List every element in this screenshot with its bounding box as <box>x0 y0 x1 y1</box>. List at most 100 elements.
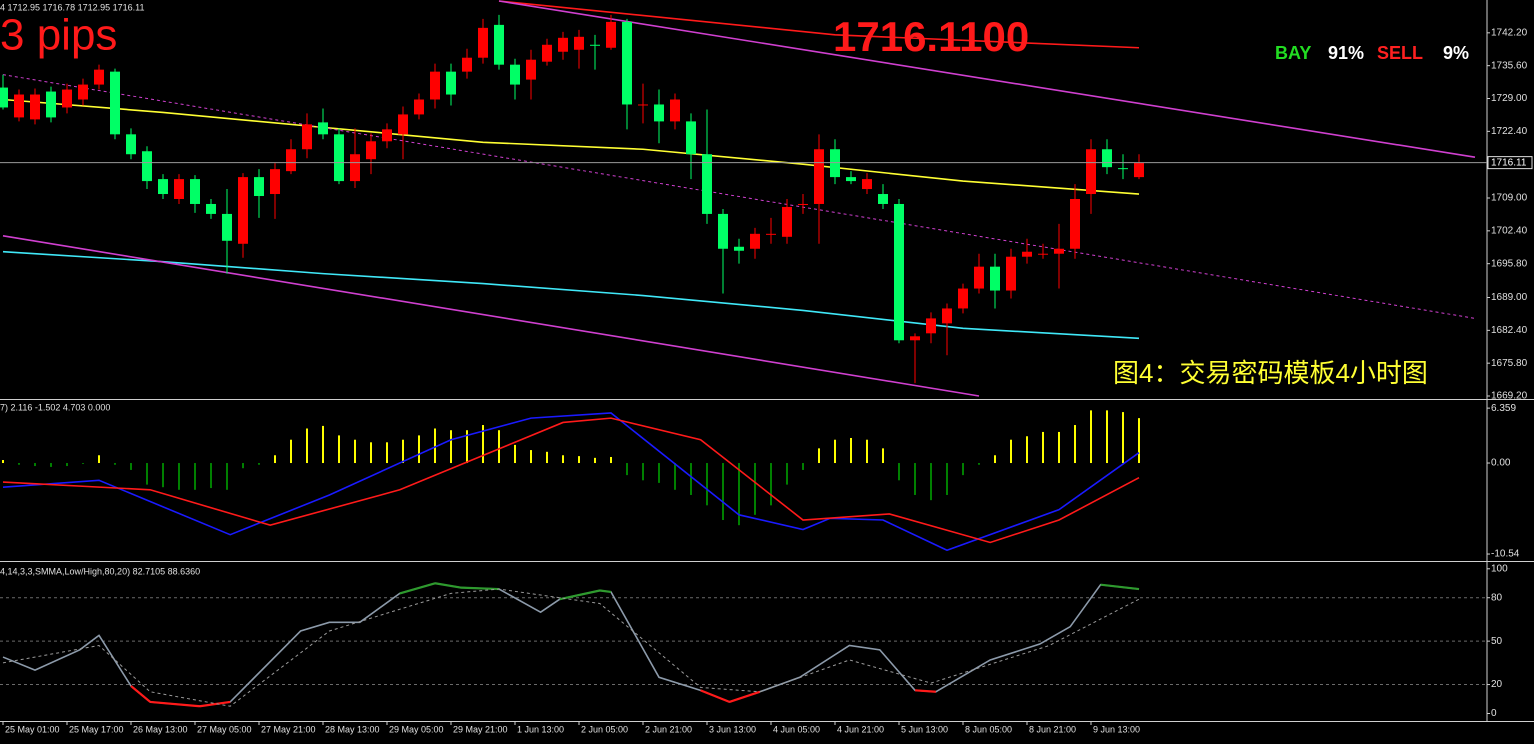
y-tick-label: 0.00 <box>1491 458 1511 469</box>
histogram-bar <box>50 463 52 467</box>
candle-body <box>1006 256 1016 291</box>
histogram-bar <box>706 463 708 506</box>
y-tick-label: 50 <box>1491 636 1503 647</box>
candle-body <box>830 149 840 178</box>
candle-body <box>558 37 568 52</box>
indicator-segment <box>599 589 612 594</box>
histogram-bar <box>994 455 996 464</box>
histogram-bar <box>1106 410 1108 464</box>
y-tick-label: 1722.40 <box>1491 126 1528 137</box>
histogram-bar <box>802 463 804 470</box>
candle-body <box>286 149 296 172</box>
y-tick-label: 1709.00 <box>1491 193 1528 204</box>
indicator-line <box>2 412 1140 552</box>
y-tick-label: 6.359 <box>1491 403 1516 414</box>
last-price-box <box>1487 156 1533 170</box>
y-tick-label: 1729.00 <box>1491 93 1528 104</box>
candle-body <box>926 318 936 334</box>
indicator-segment <box>399 582 436 595</box>
signal-value: 9% <box>1443 43 1469 63</box>
histogram-bar <box>482 425 484 464</box>
y-tick-label: 1702.40 <box>1491 225 1528 236</box>
candle-body <box>1118 168 1128 170</box>
histogram-bar <box>546 451 548 464</box>
candle-body <box>446 71 456 95</box>
histogram-bar <box>898 463 900 481</box>
indicator-segment <box>559 589 601 601</box>
histogram-bar <box>162 463 164 488</box>
y-tick-label: 100 <box>1491 563 1508 574</box>
indicator-line <box>498 0 1476 158</box>
histogram-bar <box>562 455 564 464</box>
candle-body <box>126 134 136 155</box>
signal-name: BAY <box>1275 43 1311 63</box>
candle-body <box>94 69 104 85</box>
indicator-line <box>2 588 1140 707</box>
candle-body <box>542 44 552 62</box>
y-tick-label: 20 <box>1491 679 1503 690</box>
histogram-bar <box>466 430 468 464</box>
candle-body <box>766 233 776 235</box>
stochastic-header: 4,14,3,3,SMMA,Low/High,80,20) 82.7105 88… <box>0 566 200 576</box>
candle-body <box>974 266 984 289</box>
signal-value: 91% <box>1328 43 1364 63</box>
histogram-bar <box>754 463 756 515</box>
candle-body <box>318 122 328 135</box>
candle-body <box>414 99 424 115</box>
x-tick-label: 25 May 17:00 <box>69 724 124 734</box>
candle-body <box>1038 253 1048 255</box>
x-tick-label: 1 Jun 13:00 <box>517 724 564 734</box>
indicator-line <box>2 250 1140 340</box>
candle-body <box>798 203 808 205</box>
histogram-bar <box>258 463 260 465</box>
x-tick-label: 27 May 21:00 <box>261 724 316 734</box>
histogram-bar <box>578 456 580 464</box>
histogram-bar <box>1090 410 1092 464</box>
candle-body <box>46 91 56 118</box>
candle-body <box>702 154 712 214</box>
histogram-bar <box>914 463 916 495</box>
candle-body <box>366 141 376 160</box>
candle-body <box>238 177 248 244</box>
y-tick-label: 1742.20 <box>1491 27 1528 38</box>
histogram-bar <box>658 463 660 483</box>
histogram-bar <box>146 463 148 485</box>
x-tick-label: 28 May 13:00 <box>325 724 380 734</box>
candle-body <box>430 71 440 100</box>
price-plot <box>0 0 1476 397</box>
histogram-bar <box>290 439 292 464</box>
candle-body <box>334 134 344 182</box>
x-tick-label: 8 Jun 21:00 <box>1029 724 1076 734</box>
candle-body <box>526 59 536 80</box>
price-header: 4 1712.95 1716.78 1712.95 1716.11 <box>0 2 144 12</box>
indicator-line <box>2 417 1140 544</box>
candle-body <box>606 21 616 48</box>
histogram-bar <box>130 463 132 470</box>
histogram-bar <box>786 463 788 485</box>
candle-body <box>846 177 856 182</box>
histogram-bar <box>610 456 612 464</box>
histogram-bar <box>34 463 36 467</box>
histogram-bar <box>98 455 100 464</box>
candle-body <box>14 94 24 118</box>
candle-body <box>0 87 8 108</box>
candle-body <box>1022 251 1032 257</box>
histogram-bar <box>642 463 644 481</box>
histogram-bar <box>66 463 68 467</box>
candle-body <box>782 206 792 237</box>
candle-body <box>398 114 408 135</box>
candle-body <box>190 179 200 204</box>
histogram-bar <box>962 463 964 476</box>
histogram-bar <box>242 463 244 469</box>
signal-name: SELL <box>1377 43 1423 63</box>
indicator-segment <box>1100 583 1140 591</box>
y-tick-label: 1689.00 <box>1491 292 1528 303</box>
candle-body <box>574 36 584 50</box>
indicator-segment <box>434 582 461 589</box>
histogram-bar <box>306 428 308 464</box>
histogram-bar <box>738 463 740 526</box>
histogram-bar <box>1138 418 1140 464</box>
candle-body <box>1102 149 1112 168</box>
candle-body <box>510 64 520 85</box>
y-tick-label: 1669.20 <box>1491 391 1528 402</box>
